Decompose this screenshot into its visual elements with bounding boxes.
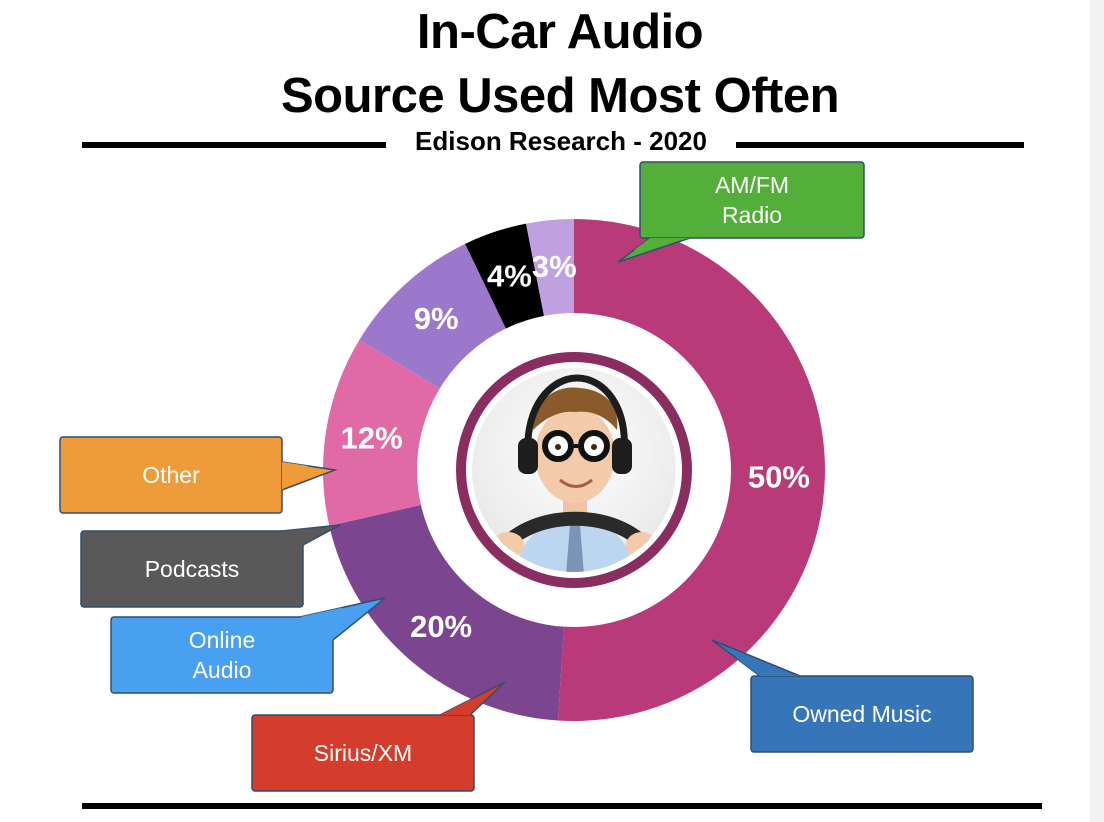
value-label-sirius-xm: 12% xyxy=(341,420,403,455)
callout-online-audio: Online Audio xyxy=(110,597,386,694)
chart-source: Edison Research - 2020 xyxy=(415,126,707,156)
driver-photo xyxy=(472,368,676,572)
value-label-other: 3% xyxy=(532,249,577,284)
callout-podcasts: Podcasts xyxy=(80,524,341,608)
callout-other: Other xyxy=(59,436,338,514)
center-photo xyxy=(456,352,692,588)
window-edge xyxy=(1090,0,1104,822)
callout-owned-music: Owned Music xyxy=(711,639,974,753)
slice-am-fm-radio xyxy=(557,219,825,721)
callout-label-am-fm-radio: AM/FM xyxy=(715,172,789,198)
callout-label-sirius-xm: Sirius/XM xyxy=(314,740,412,766)
callout-label-other: Other xyxy=(142,462,200,488)
center-ring xyxy=(456,352,692,588)
callout-label-am-fm-radio: Radio xyxy=(722,202,782,228)
slice-owned-music xyxy=(329,504,564,721)
title-rule-left xyxy=(82,142,386,148)
chart-title: In-Car Audio xyxy=(416,5,704,59)
callout-label-owned-music: Owned Music xyxy=(792,701,931,727)
callout-am-fm-radio: AM/FM Radio xyxy=(617,161,865,263)
value-label-podcasts: 4% xyxy=(487,258,532,293)
bottom-rule xyxy=(82,803,1042,809)
callout-label-online-audio: Audio xyxy=(193,657,252,683)
slice-sirius-xm xyxy=(323,339,440,526)
callout-label-online-audio: Online xyxy=(189,627,255,653)
value-label-online-audio: 9% xyxy=(414,301,459,336)
value-label-am-fm-radio: 50% xyxy=(748,460,810,495)
slice-podcasts xyxy=(465,223,544,329)
slice-online-audio xyxy=(359,243,506,389)
callout-label-podcasts: Podcasts xyxy=(145,556,240,582)
title-rule-right xyxy=(736,142,1024,148)
slice-other xyxy=(526,219,574,316)
value-label-owned-music: 20% xyxy=(410,609,472,644)
chart-subtitle: Source Used Most Often xyxy=(280,69,840,123)
callout-sirius-xm: Sirius/XM xyxy=(251,681,506,792)
